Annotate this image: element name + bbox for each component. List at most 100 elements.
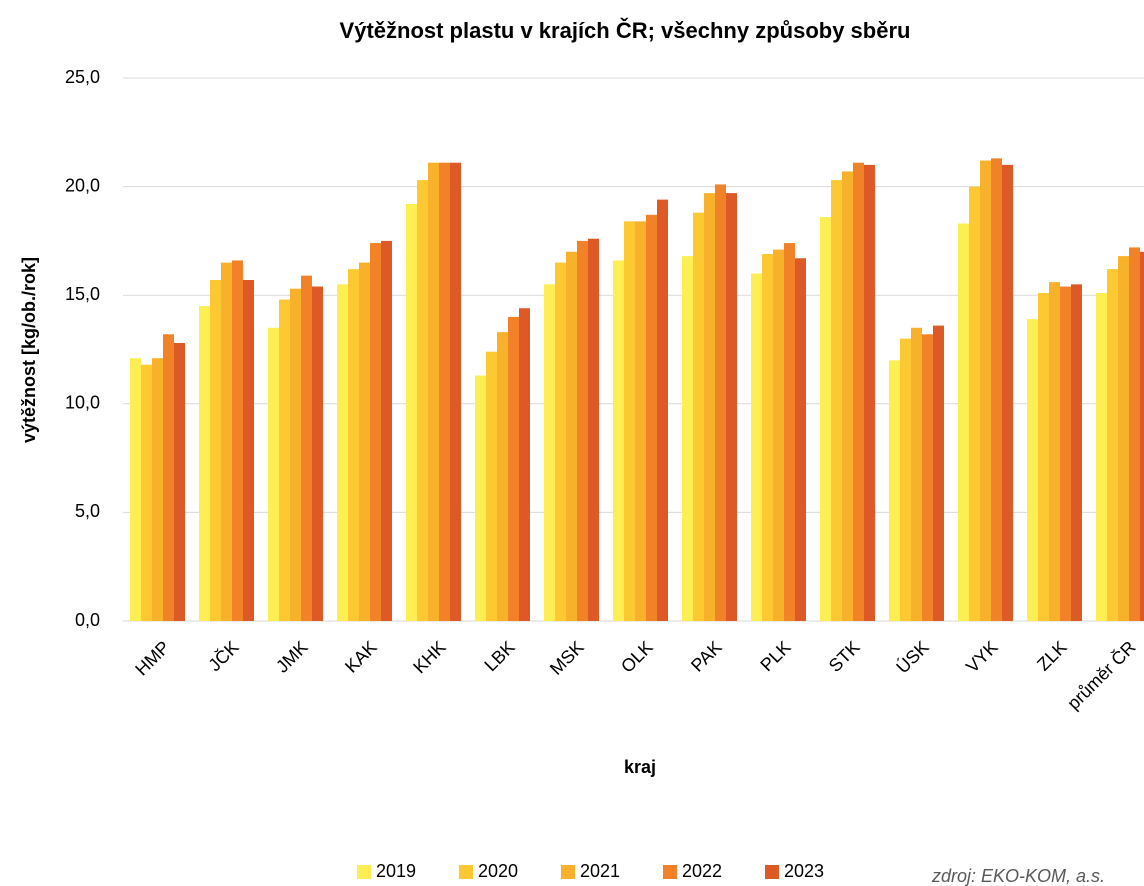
x-tick-label: ÚSK xyxy=(892,636,933,677)
bar xyxy=(1107,269,1118,621)
bar xyxy=(497,332,508,621)
legend-swatch xyxy=(765,865,779,879)
bar xyxy=(624,221,635,622)
legend-label: 2019 xyxy=(376,861,416,881)
x-tick-label: HMP xyxy=(131,637,173,679)
bar xyxy=(1071,284,1082,621)
bar xyxy=(337,284,348,621)
bar xyxy=(174,342,185,621)
y-tick-label: 5,0 xyxy=(75,501,100,521)
x-tick-label: průměr ČR xyxy=(1063,636,1140,713)
bar xyxy=(900,338,911,621)
x-tick-label: PLK xyxy=(756,637,794,675)
bar xyxy=(268,327,279,621)
y-tick-label: 15,0 xyxy=(65,284,100,304)
y-tick-label: 20,0 xyxy=(65,175,100,195)
bar xyxy=(232,260,243,621)
x-tick-label: PAK xyxy=(687,637,726,676)
legend-label: 2021 xyxy=(580,861,620,881)
bar xyxy=(820,217,831,621)
bar xyxy=(428,162,439,621)
legend-swatch xyxy=(663,865,677,879)
legend-label: 2023 xyxy=(784,861,824,881)
bar xyxy=(221,262,232,621)
bar xyxy=(141,364,152,621)
y-tick-label: 25,0 xyxy=(65,67,100,87)
y-tick-label: 0,0 xyxy=(75,610,100,630)
bar xyxy=(519,308,530,621)
bar xyxy=(210,279,221,621)
bar xyxy=(933,325,944,621)
bar xyxy=(381,240,392,621)
chart-title: Výtěžnost plastu v krajích ČR; všechny z… xyxy=(340,18,911,43)
bar xyxy=(152,358,163,621)
bar xyxy=(577,240,588,621)
bar xyxy=(1060,286,1071,621)
legend-swatch xyxy=(561,865,575,879)
bar xyxy=(795,258,806,621)
legend-swatch xyxy=(459,865,473,879)
x-tick-label: STK xyxy=(825,637,864,676)
x-tick-label: KAK xyxy=(341,637,381,677)
bar xyxy=(1038,293,1049,621)
bar xyxy=(842,171,853,621)
bar xyxy=(922,334,933,621)
bar xyxy=(439,162,450,621)
x-tick-label: MSK xyxy=(546,637,588,679)
x-tick-label: VYK xyxy=(962,637,1002,677)
bar xyxy=(566,251,577,621)
x-tick-label: OLK xyxy=(617,637,657,677)
x-tick-label: ZLK xyxy=(1033,637,1070,674)
bar xyxy=(693,212,704,621)
x-tick-label: KHK xyxy=(409,637,449,677)
legend-label: 2020 xyxy=(478,861,518,881)
bar xyxy=(1140,251,1144,621)
bar xyxy=(1002,164,1013,621)
bar xyxy=(406,203,417,621)
y-tick-label: 10,0 xyxy=(65,393,100,413)
bar xyxy=(130,358,141,621)
source-note: zdroj: EKO-KOM, a.s. xyxy=(931,866,1105,886)
bar xyxy=(486,351,497,621)
bar xyxy=(301,275,312,621)
bar xyxy=(1129,247,1140,621)
bar xyxy=(751,273,762,621)
bar xyxy=(911,327,922,621)
bar xyxy=(682,256,693,621)
bar xyxy=(1096,293,1107,621)
bar xyxy=(726,193,737,621)
bar xyxy=(199,306,210,621)
bar xyxy=(657,199,668,621)
bar xyxy=(348,269,359,621)
bar xyxy=(370,243,381,621)
bar xyxy=(889,360,900,621)
bar xyxy=(980,160,991,621)
bar xyxy=(969,186,980,621)
bar xyxy=(613,260,624,621)
bar xyxy=(290,288,301,621)
x-tick-label: JČK xyxy=(204,636,243,675)
bar xyxy=(555,262,566,621)
bar xyxy=(508,316,519,621)
bar xyxy=(784,243,795,621)
bar xyxy=(417,180,428,622)
bar xyxy=(312,286,323,621)
bar xyxy=(715,184,726,622)
legend-label: 2022 xyxy=(682,861,722,881)
x-axis-title: kraj xyxy=(624,757,656,777)
y-axis-title: výtěžnost [kg/ob./rok] xyxy=(19,257,39,443)
bar xyxy=(1118,256,1129,621)
bar xyxy=(1027,319,1038,621)
x-tick-label: LBK xyxy=(480,637,518,675)
bar xyxy=(475,375,486,621)
legend-swatch xyxy=(357,865,371,879)
bar xyxy=(773,249,784,621)
bar xyxy=(831,180,842,622)
bar xyxy=(450,162,461,621)
bar xyxy=(704,193,715,621)
bar xyxy=(359,262,370,621)
bar xyxy=(762,253,773,621)
bar xyxy=(1049,282,1060,621)
bar xyxy=(853,162,864,621)
